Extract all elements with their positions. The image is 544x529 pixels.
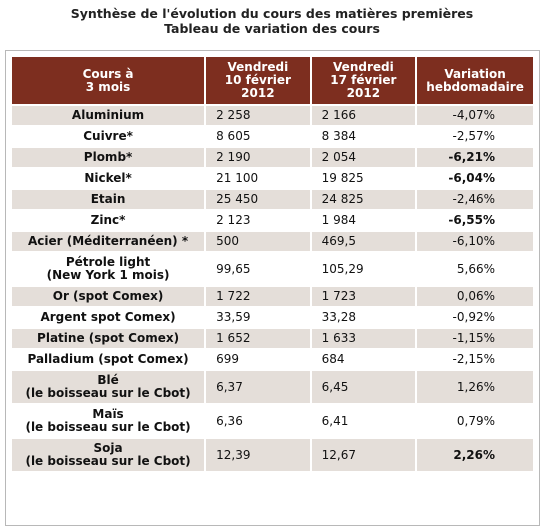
price-feb-17: 6,45 xyxy=(311,371,416,403)
weekly-variation: 2,26% xyxy=(417,439,533,471)
table-row: Or (spot Comex) 1 722 1 723 0,06% xyxy=(12,287,533,306)
price-feb-17: 24 825 xyxy=(311,190,416,209)
price-feb-17: 1 984 xyxy=(311,211,416,230)
table-row: Argent spot Comex) 33,59 33,28 -0,92% xyxy=(12,308,533,327)
price-feb-10: 99,65 xyxy=(206,253,310,285)
price-feb-17: 19 825 xyxy=(311,169,416,188)
weekly-variation: 0,06% xyxy=(417,287,533,306)
price-feb-10: 33,59 xyxy=(206,308,310,327)
commodity-name: Aluminium xyxy=(12,106,205,125)
header-date-1: Vendredi 10 février 2012 xyxy=(206,57,310,104)
price-feb-17: 6,41 xyxy=(311,405,416,437)
weekly-variation: 0,79% xyxy=(417,405,533,437)
price-feb-17: 8 384 xyxy=(311,127,416,146)
price-feb-10: 2 190 xyxy=(206,148,310,167)
price-feb-17: 469,5 xyxy=(311,232,416,251)
price-feb-10: 21 100 xyxy=(206,169,310,188)
commodity-name: Etain xyxy=(12,190,205,209)
weekly-variation: 5,66% xyxy=(417,253,533,285)
price-table: Cours à 3 mois Vendredi 10 février 2012 … xyxy=(10,55,535,473)
commodity-name: Or (spot Comex) xyxy=(12,287,205,306)
weekly-variation: -2,46% xyxy=(417,190,533,209)
table-row: Nickel* 21 100 19 825 -6,04% xyxy=(12,169,533,188)
commodity-name: Cuivre* xyxy=(12,127,205,146)
price-feb-10: 2 258 xyxy=(206,106,310,125)
weekly-variation: 1,26% xyxy=(417,371,533,403)
price-feb-10: 25 450 xyxy=(206,190,310,209)
price-feb-10: 12,39 xyxy=(206,439,310,471)
commodity-name: Zinc* xyxy=(12,211,205,230)
commodity-name: Palladium (spot Comex) xyxy=(12,350,205,369)
title-line-1: Synthèse de l'évolution du cours des mat… xyxy=(70,6,474,21)
price-feb-10: 2 123 xyxy=(206,211,310,230)
table-row: Etain 25 450 24 825 -2,46% xyxy=(12,190,533,209)
weekly-variation: -2,15% xyxy=(417,350,533,369)
price-feb-10: 500 xyxy=(206,232,310,251)
commodity-name: Maïs (le boisseau sur le Cbot) xyxy=(12,405,205,437)
price-feb-17: 33,28 xyxy=(311,308,416,327)
price-feb-17: 2 054 xyxy=(311,148,416,167)
title-line-2: Tableau de variation des cours xyxy=(164,21,380,36)
commodity-name: Nickel* xyxy=(12,169,205,188)
header-date-2: Vendredi 17 février 2012 xyxy=(311,57,416,104)
weekly-variation: -4,07% xyxy=(417,106,533,125)
table-title: Synthèse de l'évolution du cours des mat… xyxy=(0,0,544,37)
price-feb-17: 684 xyxy=(311,350,416,369)
commodity-name: Plomb* xyxy=(12,148,205,167)
price-feb-10: 1 652 xyxy=(206,329,310,348)
table-row: Cuivre* 8 605 8 384 -2,57% xyxy=(12,127,533,146)
table-row: Palladium (spot Comex) 699 684 -2,15% xyxy=(12,350,533,369)
price-feb-10: 699 xyxy=(206,350,310,369)
commodity-name: Blé (le boisseau sur le Cbot) xyxy=(12,371,205,403)
table-row: Soja (le boisseau sur le Cbot) 12,39 12,67 2… xyxy=(12,439,533,471)
weekly-variation: -6,55% xyxy=(417,211,533,230)
table-row: Acier (Méditerranéen) * 500 469,5 -6,10% xyxy=(12,232,533,251)
weekly-variation: -6,04% xyxy=(417,169,533,188)
table-row: Plomb* 2 190 2 054 -6,21% xyxy=(12,148,533,167)
commodity-name: Soja (le boisseau sur le Cbot) xyxy=(12,439,205,471)
weekly-variation: -2,57% xyxy=(417,127,533,146)
price-feb-17: 1 723 xyxy=(311,287,416,306)
commodity-name: Pétrole light (New York 1 mois) xyxy=(12,253,205,285)
table-row: Pétrole light (New York 1 mois) 99,65 105,2… xyxy=(12,253,533,285)
table-row: Maïs (le boisseau sur le Cbot) 6,36 6,41 0,7… xyxy=(12,405,533,437)
price-feb-10: 8 605 xyxy=(206,127,310,146)
price-feb-10: 6,36 xyxy=(206,405,310,437)
price-feb-10: 1 722 xyxy=(206,287,310,306)
price-feb-10: 6,37 xyxy=(206,371,310,403)
weekly-variation: -6,21% xyxy=(417,148,533,167)
price-feb-17: 105,29 xyxy=(311,253,416,285)
table-row: Aluminium 2 258 2 166 -4,07% xyxy=(12,106,533,125)
header-variation: Variation hebdomadaire xyxy=(417,57,533,104)
price-feb-17: 1 633 xyxy=(311,329,416,348)
header-cours: Cours à 3 mois xyxy=(12,57,205,104)
commodity-name: Argent spot Comex) xyxy=(12,308,205,327)
table-row: Platine (spot Comex) 1 652 1 633 -1,15% xyxy=(12,329,533,348)
header-row: Cours à 3 mois Vendredi 10 février 2012 … xyxy=(12,57,533,104)
price-feb-17: 12,67 xyxy=(311,439,416,471)
table-row: Blé (le boisseau sur le Cbot) 6,37 6,45 1,26… xyxy=(12,371,533,403)
table-frame xyxy=(5,50,540,526)
price-feb-17: 2 166 xyxy=(311,106,416,125)
table-row: Zinc* 2 123 1 984 -6,55% xyxy=(12,211,533,230)
commodity-name: Acier (Méditerranéen) * xyxy=(12,232,205,251)
commodity-name: Platine (spot Comex) xyxy=(12,329,205,348)
weekly-variation: -1,15% xyxy=(417,329,533,348)
weekly-variation: -6,10% xyxy=(417,232,533,251)
weekly-variation: -0,92% xyxy=(417,308,533,327)
